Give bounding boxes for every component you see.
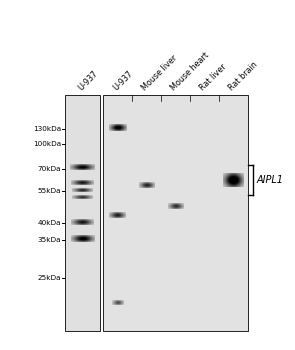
Text: AIPL1: AIPL1	[257, 175, 284, 185]
Text: Rat brain: Rat brain	[227, 60, 260, 92]
Text: 100kDa: 100kDa	[33, 141, 61, 147]
Text: 40kDa: 40kDa	[37, 220, 61, 226]
Text: 130kDa: 130kDa	[33, 126, 61, 132]
Text: 70kDa: 70kDa	[37, 166, 61, 172]
Text: 35kDa: 35kDa	[37, 237, 61, 243]
Text: Mouse heart: Mouse heart	[169, 51, 211, 92]
Bar	[65, 94, 100, 331]
Text: 25kDa: 25kDa	[37, 275, 61, 281]
Text: U-937: U-937	[76, 69, 99, 92]
Text: U-937: U-937	[111, 69, 135, 92]
Text: 55kDa: 55kDa	[37, 188, 61, 194]
Bar	[103, 94, 248, 331]
Text: Rat liver: Rat liver	[198, 62, 228, 92]
Text: Mouse liver: Mouse liver	[140, 54, 179, 92]
